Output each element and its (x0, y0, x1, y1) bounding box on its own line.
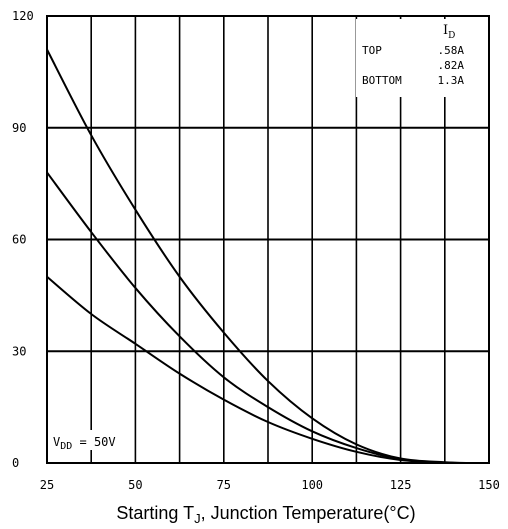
legend-row-label: BOTTOM (362, 74, 402, 87)
y-tick-label: 120 (12, 9, 34, 23)
y-tick-label: 0 (12, 456, 19, 470)
vdd-symbol: V (53, 435, 60, 449)
legend-row-label: TOP (362, 44, 382, 57)
legend-row-value: 1.3A (438, 74, 465, 87)
legend-row-value: .58A (438, 44, 465, 57)
y-tick-label: 60 (12, 233, 26, 247)
xlabel-prefix: Starting T (116, 503, 194, 523)
x-axis-label: Starting TJ, Junction Temperature(°C) (116, 503, 415, 526)
x-tick-label: 75 (217, 478, 231, 492)
vdd-value: = 50V (72, 435, 115, 449)
vdd-subscript: DD (60, 441, 72, 452)
xlabel-suffix: , Junction Temperature(°C) (201, 503, 416, 523)
x-tick-label: 150 (478, 478, 500, 492)
legend-title-sub: D (448, 31, 455, 41)
x-tick-label: 50 (128, 478, 142, 492)
x-tick-label: 125 (390, 478, 412, 492)
y-tick-label: 30 (12, 344, 26, 358)
x-tick-label: 25 (40, 478, 54, 492)
legend-row-value: .82A (438, 59, 465, 72)
x-tick-label: 100 (301, 478, 323, 492)
y-tick-label: 90 (12, 121, 26, 135)
